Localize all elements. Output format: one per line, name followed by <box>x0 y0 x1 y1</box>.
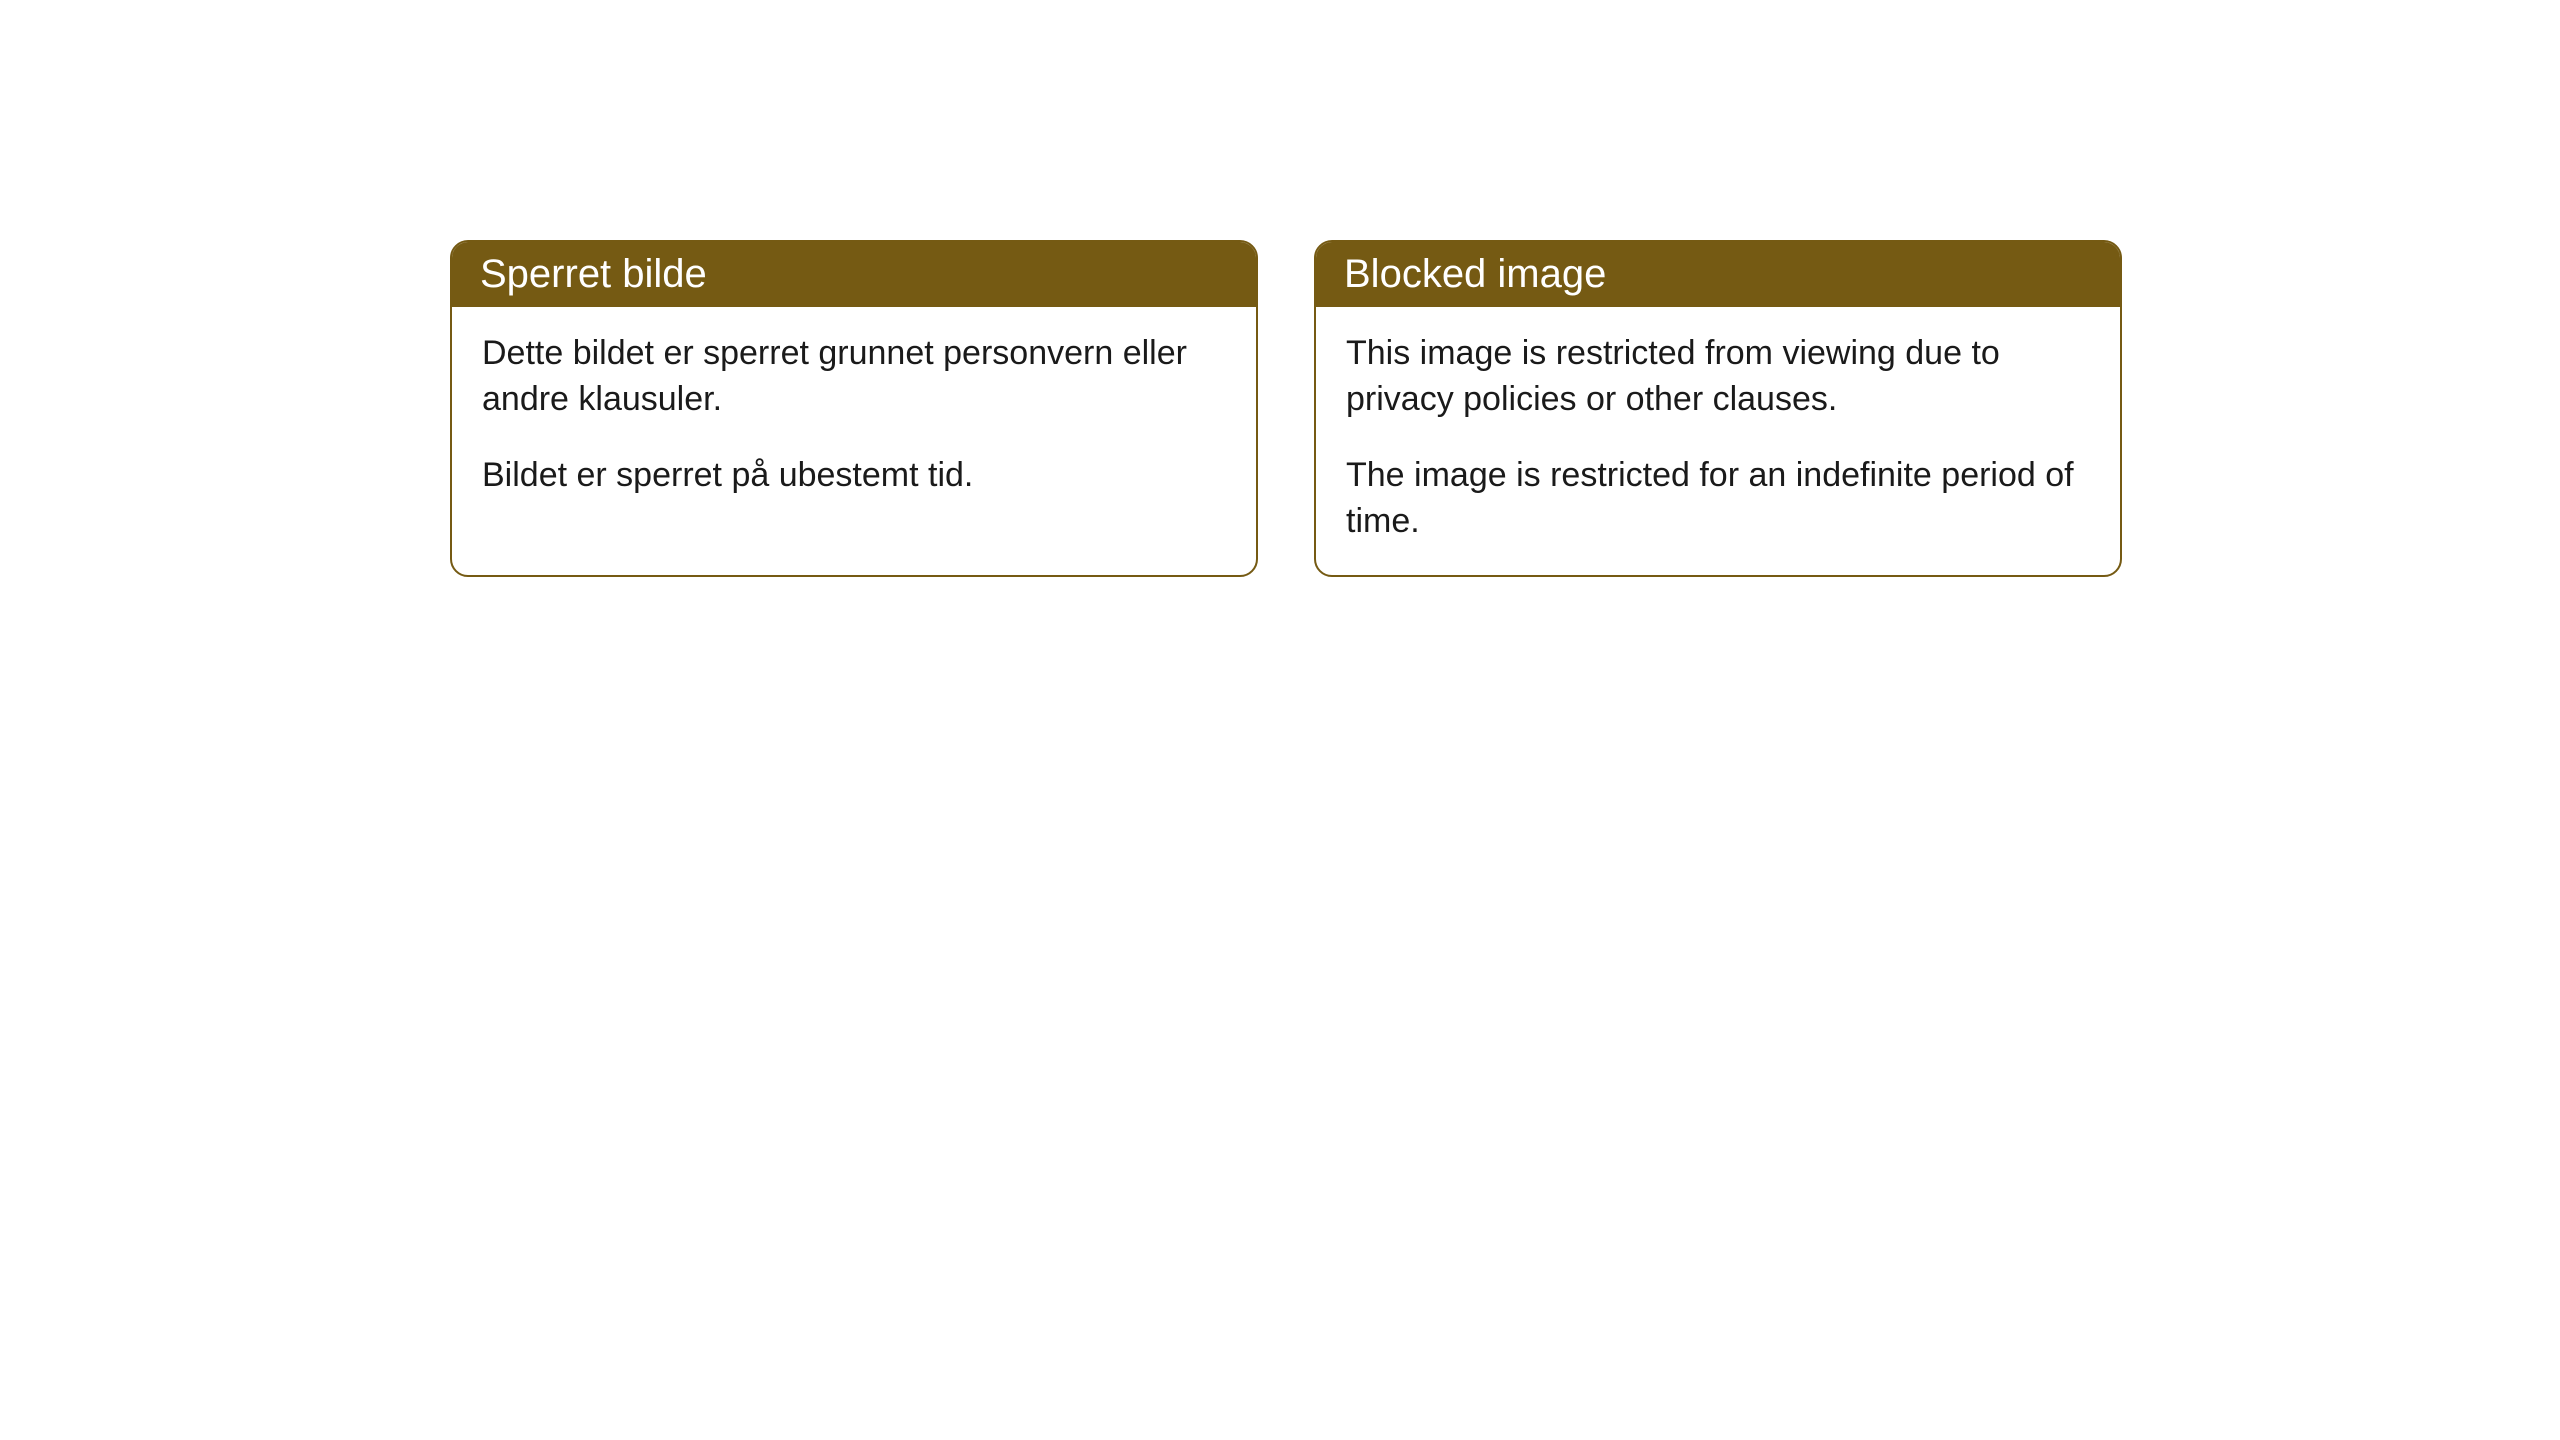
card-text-norwegian-1: Dette bildet er sperret grunnet personve… <box>482 331 1226 423</box>
card-title-norwegian: Sperret bilde <box>452 242 1256 307</box>
card-body-norwegian: Dette bildet er sperret grunnet personve… <box>452 307 1256 529</box>
card-body-english: This image is restricted from viewing du… <box>1316 307 2120 575</box>
card-text-english-1: This image is restricted from viewing du… <box>1346 331 2090 423</box>
blocked-image-card-norwegian: Sperret bilde Dette bildet er sperret gr… <box>450 240 1258 577</box>
card-title-english: Blocked image <box>1316 242 2120 307</box>
blocked-image-card-english: Blocked image This image is restricted f… <box>1314 240 2122 577</box>
card-text-english-2: The image is restricted for an indefinit… <box>1346 453 2090 545</box>
card-text-norwegian-2: Bildet er sperret på ubestemt tid. <box>482 453 1226 499</box>
blocked-image-panels: Sperret bilde Dette bildet er sperret gr… <box>450 240 2560 577</box>
